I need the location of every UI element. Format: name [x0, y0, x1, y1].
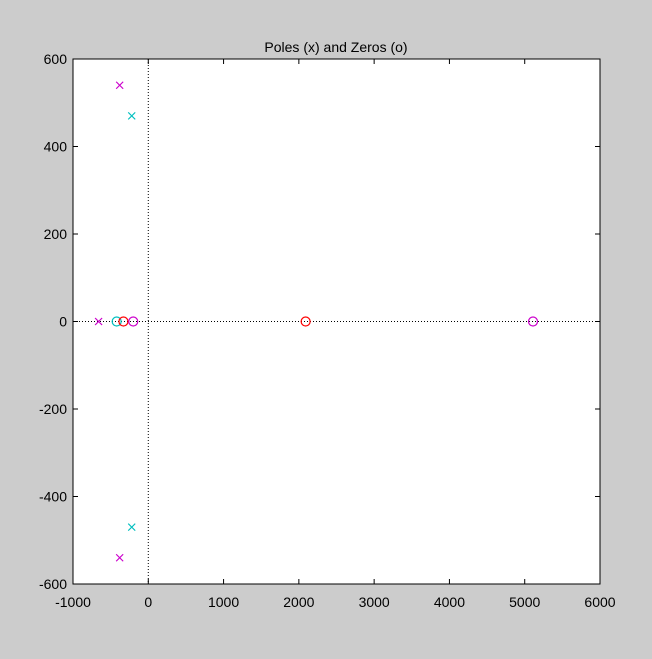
pole-marker: [115, 553, 124, 562]
y-tick-label: -400: [39, 489, 67, 505]
y-tick-label: 400: [44, 139, 68, 155]
x-tick-label: 1000: [208, 594, 239, 610]
x-tick-label: -1000: [55, 594, 91, 610]
zero-marker: [527, 316, 539, 327]
x-tick-label: 4000: [434, 594, 465, 610]
pole-marker: [94, 317, 103, 326]
zero-marker: [118, 316, 129, 327]
reference-lines: [73, 59, 600, 584]
y-tick-label: 200: [44, 226, 68, 242]
y-tick-labels: -600 -400 -200 0 200 400 600: [39, 51, 67, 592]
pole-marker: [127, 523, 136, 532]
x-tick-label: 5000: [509, 594, 540, 610]
pole-marker: [115, 81, 124, 90]
plot-frame: [72, 58, 601, 585]
chart-title: Poles (x) and Zeros (o): [264, 39, 407, 55]
y-tick-label: -200: [39, 401, 67, 417]
zero-marker: [128, 316, 139, 327]
y-tick-label: 600: [44, 51, 68, 67]
x-tick-labels: -1000 0 1000 2000 3000 4000 5000 6000: [55, 594, 616, 610]
x-tick-label: 2000: [283, 594, 314, 610]
y-tick-label: -600: [39, 576, 67, 592]
x-tick-label: 3000: [359, 594, 390, 610]
zero-marker: [300, 316, 311, 327]
y-tick-label: 0: [59, 314, 67, 330]
zero-marker: [111, 316, 122, 327]
data-markers: [94, 81, 539, 562]
pole-marker: [127, 111, 136, 120]
x-tick-label: 0: [144, 594, 152, 610]
x-tick-label: 6000: [584, 594, 615, 610]
